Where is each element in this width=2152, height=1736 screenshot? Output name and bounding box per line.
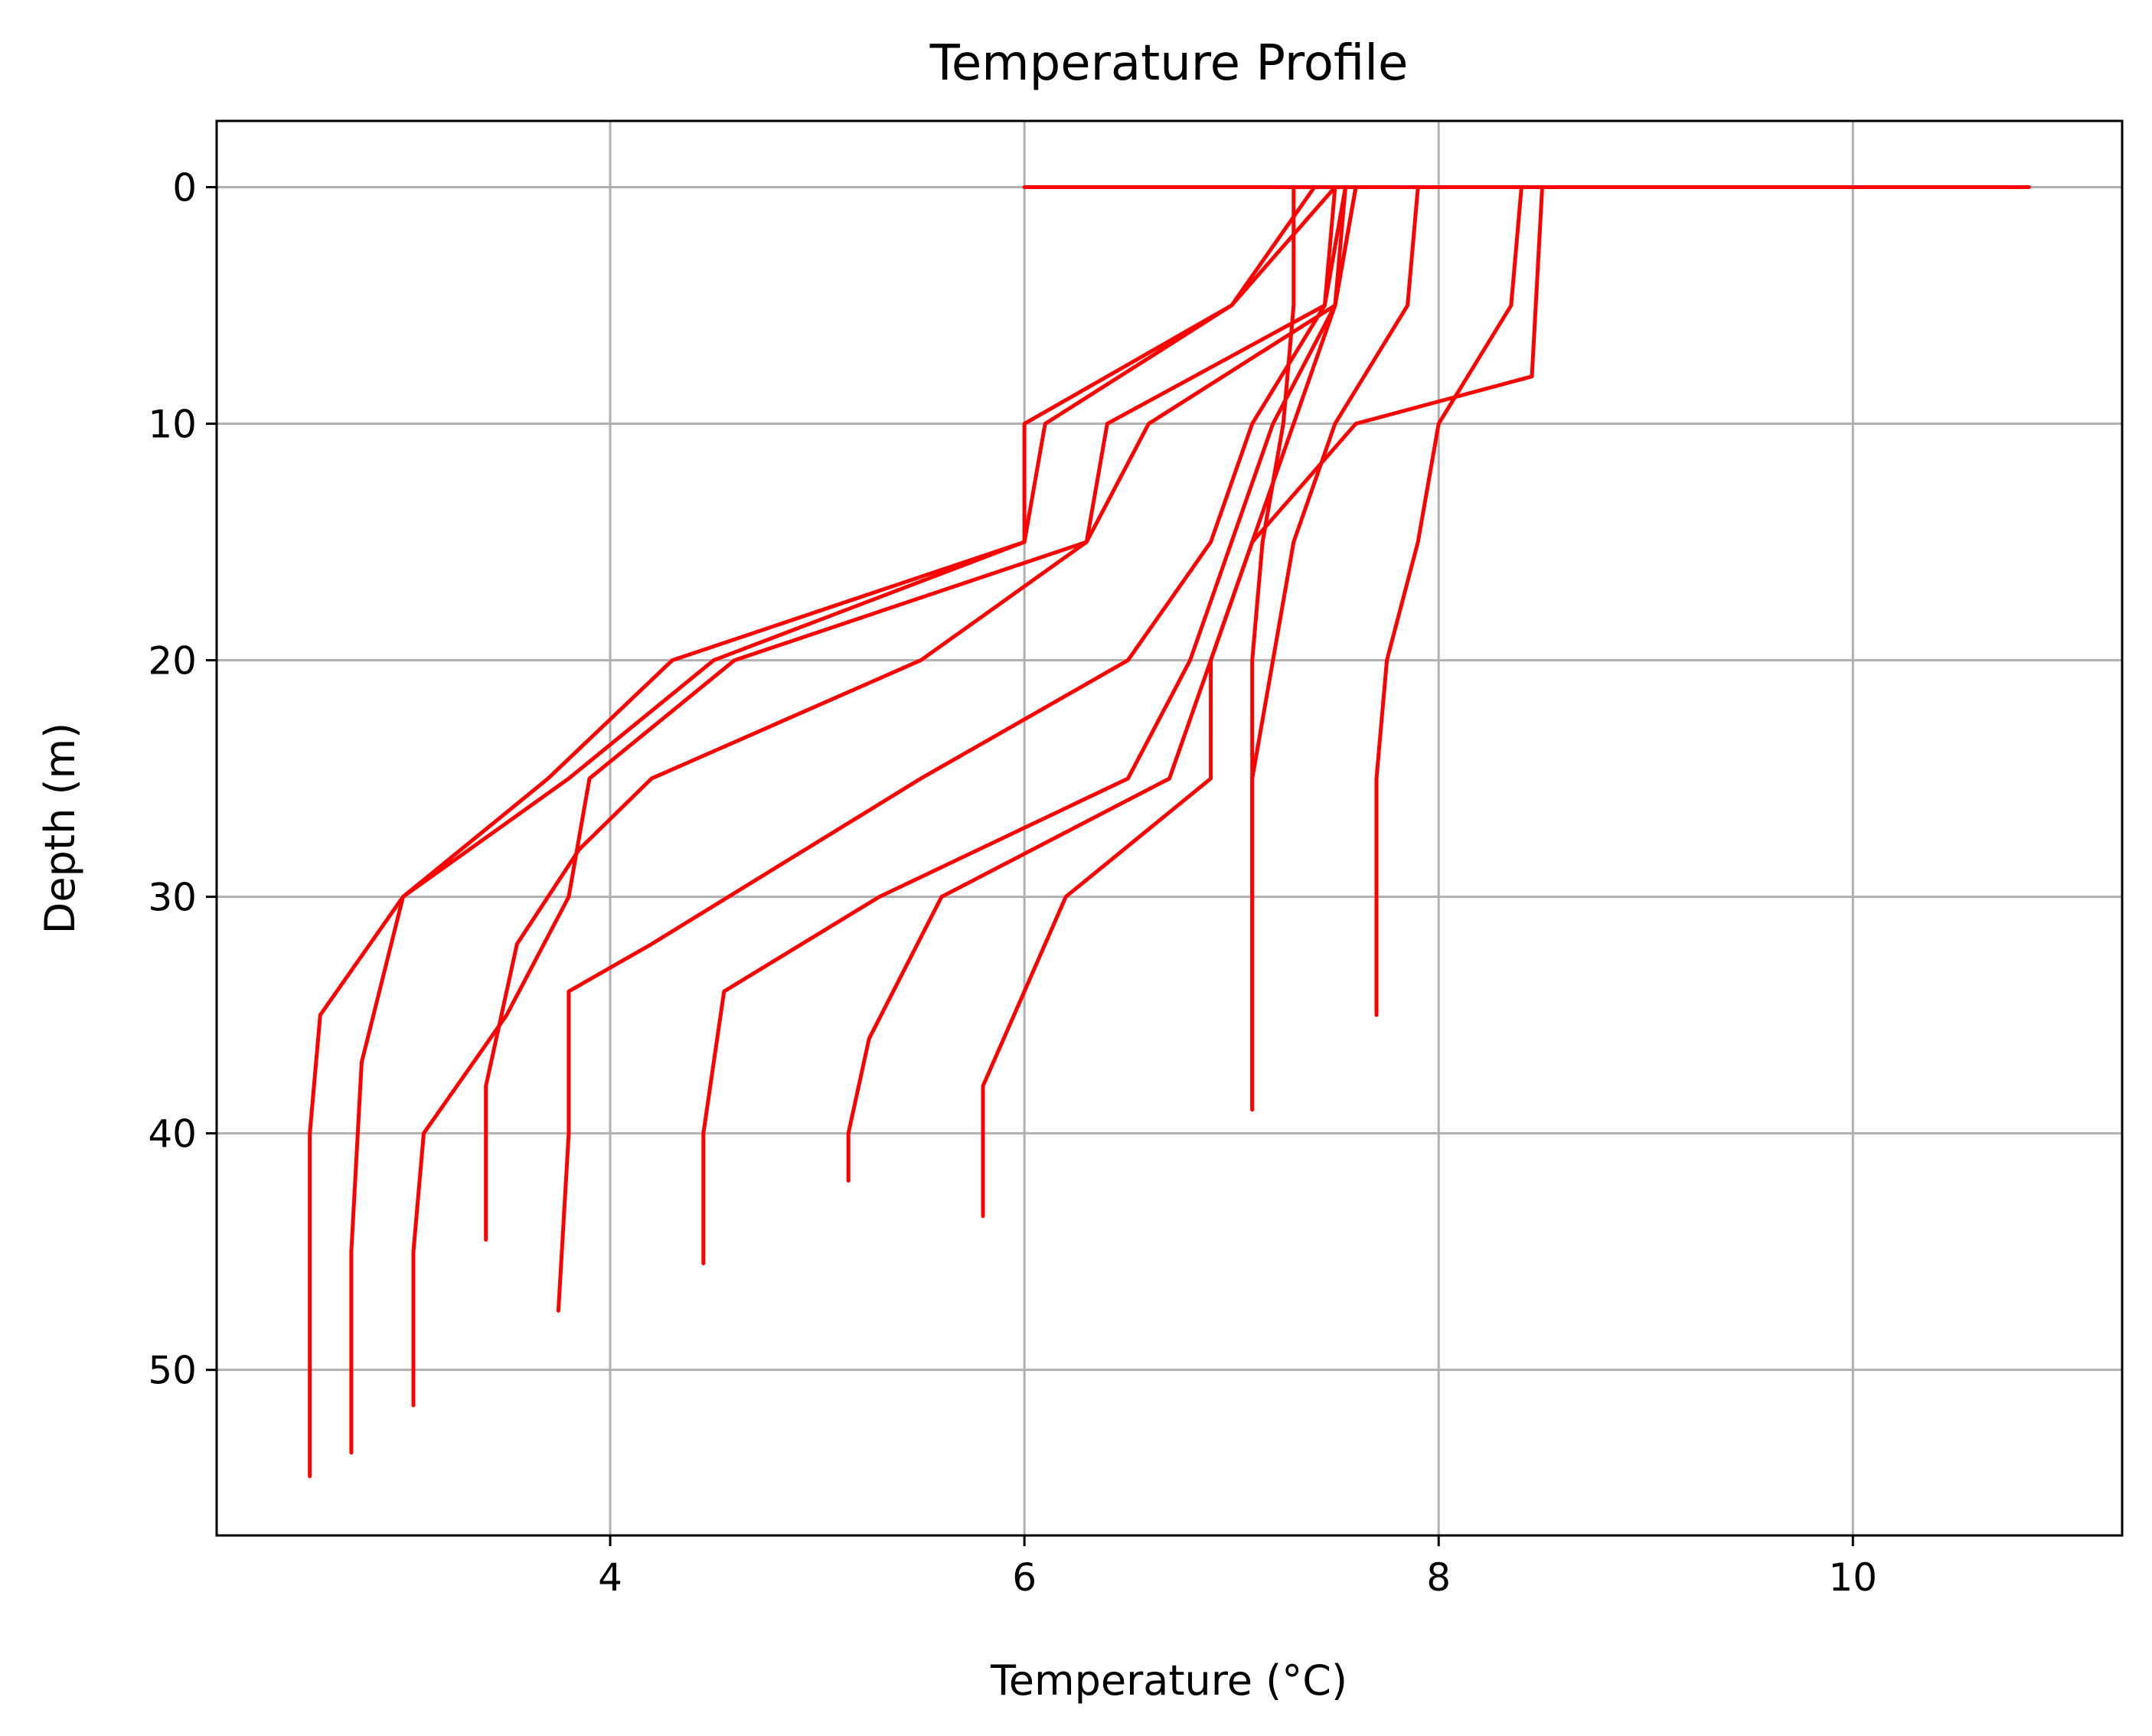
y-tick-label: 50 bbox=[148, 1349, 197, 1393]
y-axis-label: Depth (m) bbox=[36, 723, 84, 934]
tick-layer: 4 6 8 10 0 10 20 30 40 50 bbox=[148, 166, 1877, 1600]
profile-line-2 bbox=[1250, 185, 1420, 1112]
profile-line-3 bbox=[1374, 185, 1523, 1017]
x-tick-label: 8 bbox=[1426, 1555, 1451, 1600]
chart-title: Temperature Profile bbox=[929, 35, 1409, 92]
y-tick-label: 30 bbox=[148, 876, 197, 920]
profile-line-10 bbox=[349, 185, 1337, 1455]
y-tick-label: 40 bbox=[148, 1112, 197, 1157]
y-tick-label: 20 bbox=[148, 639, 197, 684]
profile-line-8 bbox=[484, 185, 1358, 1242]
x-tick-label: 6 bbox=[1012, 1555, 1037, 1600]
profile-line-11 bbox=[308, 185, 1317, 1479]
series-layer bbox=[308, 185, 2031, 1479]
y-tick-label: 10 bbox=[148, 403, 197, 447]
x-tick-label: 4 bbox=[598, 1555, 622, 1600]
profile-line-6 bbox=[701, 185, 1347, 1266]
x-axis-label: Temperature (°C) bbox=[990, 1656, 1347, 1705]
profile-line-9 bbox=[411, 185, 1347, 1408]
plot-frame bbox=[215, 119, 2124, 1537]
profile-line-7 bbox=[556, 185, 1337, 1313]
x-tick-label: 10 bbox=[1828, 1555, 1877, 1600]
profile-line-5 bbox=[846, 185, 1358, 1183]
y-tick-label: 0 bbox=[172, 166, 197, 210]
